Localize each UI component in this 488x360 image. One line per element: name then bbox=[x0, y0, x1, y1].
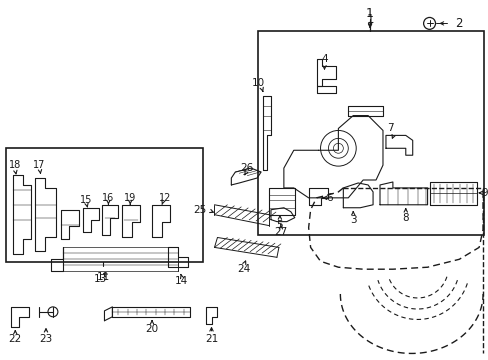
Text: 3: 3 bbox=[349, 215, 356, 225]
Text: 19: 19 bbox=[124, 193, 136, 203]
Bar bbox=[258, 31, 483, 234]
Text: 25: 25 bbox=[193, 205, 206, 215]
Text: 15: 15 bbox=[80, 195, 93, 205]
Text: 6: 6 bbox=[326, 193, 332, 203]
Bar bbox=[6, 148, 202, 262]
Text: 13: 13 bbox=[94, 274, 107, 284]
Text: 14: 14 bbox=[175, 276, 188, 286]
Text: 16: 16 bbox=[102, 193, 114, 203]
Text: 9: 9 bbox=[480, 188, 487, 198]
Text: 8: 8 bbox=[402, 213, 408, 223]
Text: 12: 12 bbox=[159, 193, 171, 203]
Text: 10: 10 bbox=[251, 78, 264, 88]
Text: 5: 5 bbox=[276, 220, 283, 230]
Text: 23: 23 bbox=[40, 334, 53, 343]
Text: 1: 1 bbox=[366, 13, 373, 26]
Text: 20: 20 bbox=[145, 324, 158, 334]
Text: 21: 21 bbox=[204, 334, 218, 343]
Text: 27: 27 bbox=[274, 226, 287, 237]
Text: 11: 11 bbox=[97, 272, 110, 282]
Text: 17: 17 bbox=[33, 160, 45, 170]
Text: 2: 2 bbox=[454, 17, 462, 30]
Text: 22: 22 bbox=[9, 334, 22, 343]
Text: 18: 18 bbox=[9, 160, 21, 170]
Text: 24: 24 bbox=[237, 264, 250, 274]
Text: 4: 4 bbox=[321, 54, 327, 64]
Text: 7: 7 bbox=[387, 123, 393, 134]
Text: 26: 26 bbox=[240, 163, 253, 173]
Text: 1: 1 bbox=[366, 7, 373, 20]
